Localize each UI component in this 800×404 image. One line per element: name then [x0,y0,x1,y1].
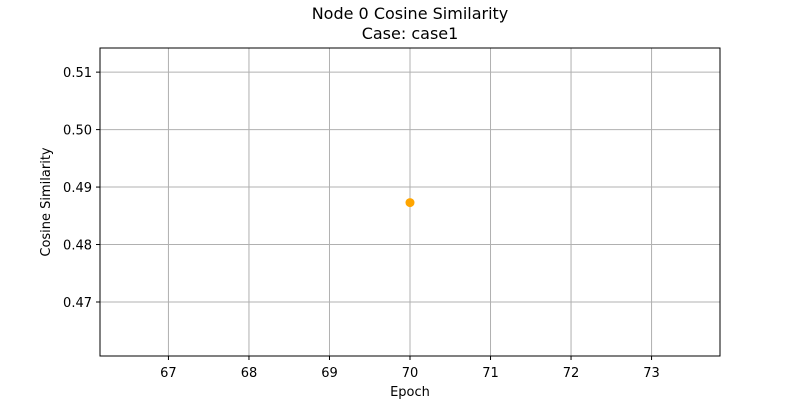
y-tick-label: 0.51 [63,66,92,81]
data-point [405,198,415,208]
x-tick-label: 68 [241,366,258,381]
grid-layer [100,48,720,356]
x-tick-label: 70 [402,366,419,381]
y-tick-label: 0.50 [63,124,92,139]
x-tick-label: 72 [563,366,580,381]
chart-subtitle: Case: case1 [362,24,459,43]
y-tick-label: 0.48 [63,239,92,254]
x-tick-label: 71 [482,366,499,381]
ticks-layer: 67 68 69 70 71 72 73 0.47 0.48 0.49 0.50 0.51 [63,66,660,381]
x-axis-label: Epoch [390,385,430,400]
x-tick-label: 69 [321,366,338,381]
y-tick-label: 0.47 [63,296,92,311]
x-tick-label: 67 [160,366,177,381]
y-axis-label: Cosine Similarity [39,147,54,257]
marks-layer [405,198,415,208]
x-tick-label: 73 [643,366,660,381]
chart-title: Node 0 Cosine Similarity [312,4,509,23]
y-tick-label: 0.49 [63,181,92,196]
